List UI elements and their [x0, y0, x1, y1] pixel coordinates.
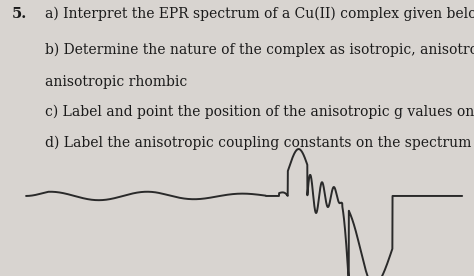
Text: anisotropic rhombic: anisotropic rhombic — [45, 75, 187, 89]
Text: c) Label and point the position of the anisotropic g values on the spectrum: c) Label and point the position of the a… — [45, 105, 474, 119]
Text: b) Determine the nature of the complex as isotropic, anisotropic axial or: b) Determine the nature of the complex a… — [45, 43, 474, 57]
Text: 5.: 5. — [12, 7, 27, 21]
Text: a) Interpret the EPR spectrum of a Cu(II) complex given below.: a) Interpret the EPR spectrum of a Cu(II… — [45, 7, 474, 21]
Text: d) Label the anisotropic coupling constants on the spectrum: d) Label the anisotropic coupling consta… — [45, 135, 472, 150]
